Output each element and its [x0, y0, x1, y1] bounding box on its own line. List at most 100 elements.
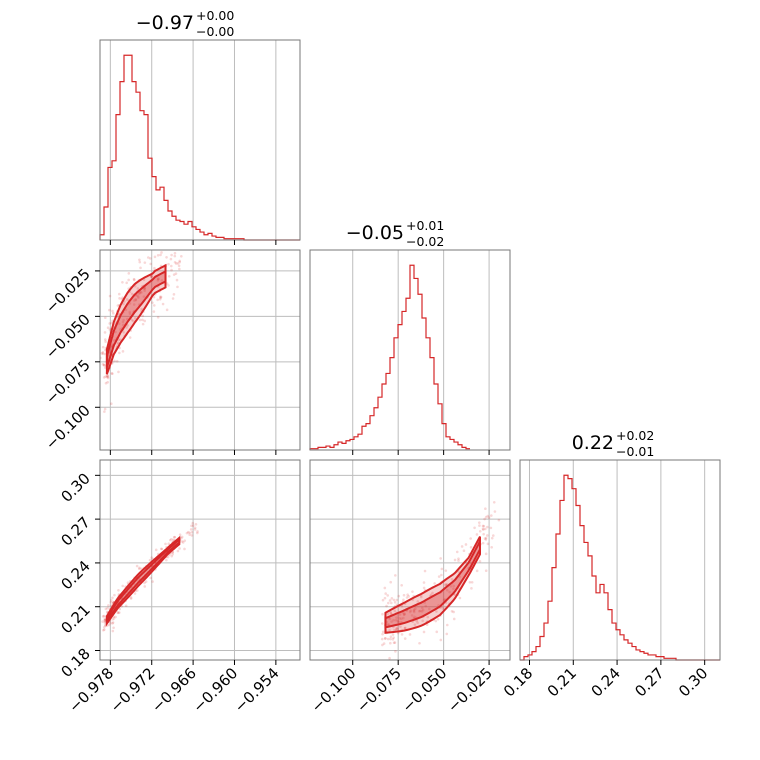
scatter-point — [435, 610, 438, 613]
scatter-point — [486, 514, 490, 518]
scatter-point — [389, 580, 393, 584]
scatter-point — [174, 272, 178, 275]
scatter-point — [490, 536, 494, 540]
scatter-point — [156, 277, 160, 281]
scatter-point — [138, 318, 142, 322]
scatter-point — [455, 550, 459, 554]
scatter-point — [117, 611, 120, 615]
scatter-point — [111, 621, 115, 624]
scatter-point — [418, 641, 421, 645]
scatter-point — [156, 298, 159, 302]
scatter-point — [178, 267, 181, 271]
scatter-point — [383, 596, 387, 600]
scatter-point — [384, 636, 387, 640]
panel-title-0: −0.97 +0.00−0.00 — [136, 8, 235, 39]
scatter-point — [125, 317, 129, 321]
title-plus: +0.00 — [196, 8, 234, 23]
scatter-point — [170, 253, 173, 257]
title-minus: −0.01 — [616, 444, 654, 459]
scatter-point — [421, 608, 425, 612]
scatter-point — [117, 589, 120, 592]
scatter-point — [394, 574, 397, 577]
scatter-point — [133, 592, 137, 595]
scatter-point — [115, 359, 119, 363]
scatter-point — [392, 641, 396, 645]
scatter-point — [457, 557, 460, 560]
scatter-point — [439, 557, 442, 560]
scatter-point — [144, 580, 148, 583]
scatter-point — [138, 258, 141, 262]
scatter-point — [397, 620, 401, 624]
scatter-point — [400, 617, 403, 621]
scatter-point — [426, 615, 430, 619]
x-tick-label: 0.21 — [544, 664, 580, 700]
scatter-point — [416, 621, 419, 625]
scatter-point — [152, 310, 156, 313]
scatter-point — [396, 627, 399, 631]
scatter-point — [165, 282, 169, 285]
scatter-point — [146, 256, 150, 259]
x-tick-label: −0.954 — [231, 664, 283, 716]
scatter-point — [390, 601, 393, 605]
x-tick-label: −0.972 — [107, 664, 159, 716]
scatter-point — [167, 542, 171, 545]
scatter-point — [470, 580, 474, 584]
scatter-point — [103, 619, 107, 622]
scatter-point — [180, 540, 184, 543]
scatter-point — [468, 580, 472, 584]
scatter-point — [121, 280, 124, 284]
scatter-point — [111, 618, 114, 621]
scatter-point — [138, 566, 141, 570]
scatter-point — [402, 598, 405, 602]
histogram-panel-1 — [309, 249, 511, 455]
x-tick-label: 0.30 — [675, 664, 711, 700]
scatter-point — [106, 380, 109, 384]
scatter-point — [473, 526, 476, 530]
scatter-point — [440, 567, 444, 571]
scatter-point — [103, 407, 107, 411]
scatter-point — [458, 596, 462, 600]
scatter-point — [484, 515, 488, 519]
scatter-point — [176, 549, 180, 553]
scatter-point — [136, 295, 140, 298]
scatter-point — [386, 612, 390, 616]
scatter-point — [141, 322, 145, 326]
x-tick-label: 0.27 — [631, 664, 667, 700]
scatter-point — [186, 530, 190, 534]
scatter-point — [181, 541, 185, 544]
scatter-point — [111, 312, 115, 315]
y-tick-label: −0.075 — [42, 356, 94, 408]
scatter-point — [141, 314, 145, 318]
scatter-point — [104, 340, 107, 343]
scatter-point — [105, 610, 109, 614]
title-minus: −0.02 — [406, 234, 444, 249]
scatter-point — [386, 637, 390, 641]
scatter-point — [406, 593, 409, 596]
scatter-point — [104, 375, 107, 378]
scatter-point — [144, 242, 147, 245]
scatter-point — [150, 275, 153, 279]
scatter-point — [137, 296, 140, 299]
scatter-point — [381, 630, 385, 634]
title-median: 0.22 — [572, 432, 614, 454]
x-tick-label: 0.18 — [500, 664, 536, 700]
scatter-point — [444, 569, 448, 572]
scatter-point — [421, 619, 424, 623]
scatter-point — [126, 324, 129, 327]
scatter-point — [391, 633, 395, 636]
scatter-point — [389, 612, 393, 615]
scatter-point — [492, 500, 496, 504]
scatter-point — [395, 626, 399, 630]
scatter-point — [106, 606, 109, 610]
scatter-point — [481, 527, 485, 531]
scatter-point — [486, 525, 489, 529]
scatter-point — [161, 302, 165, 306]
scatter-point — [160, 547, 164, 551]
scatter-point — [113, 593, 116, 597]
scatter-point — [102, 626, 106, 629]
title-minus: −0.00 — [196, 24, 234, 39]
scatter-point — [412, 608, 416, 612]
y-tick-label: 0.30 — [57, 469, 93, 505]
scatter-point — [435, 630, 439, 634]
